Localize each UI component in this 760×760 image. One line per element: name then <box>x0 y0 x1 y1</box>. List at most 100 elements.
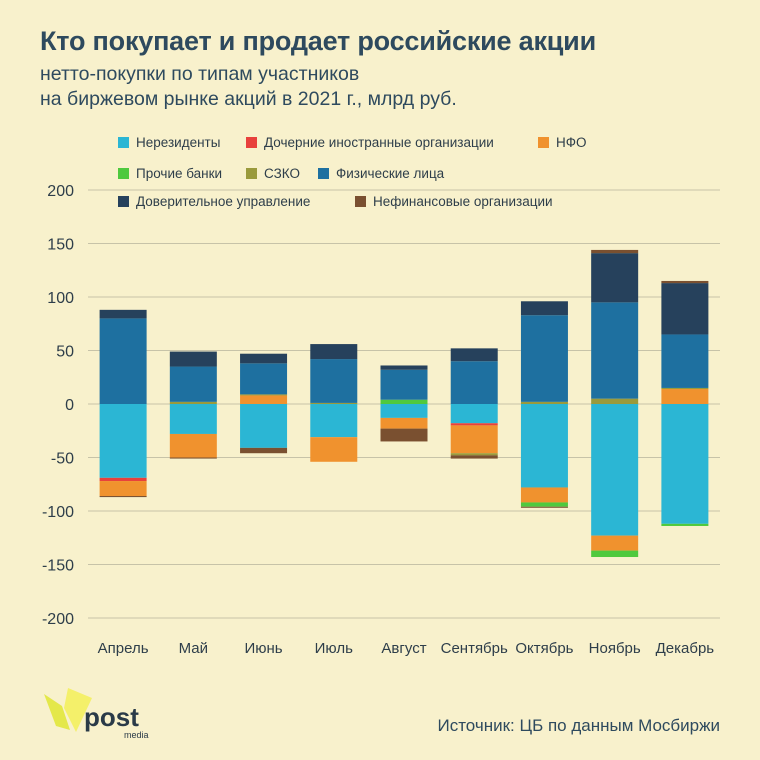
bar-segment <box>310 404 358 438</box>
bar-segment <box>240 404 288 448</box>
bar-segment <box>450 361 498 404</box>
bar-segment <box>450 423 498 426</box>
y-tick-label: 150 <box>47 237 74 254</box>
bar-segment <box>591 398 639 404</box>
bar-segment <box>99 477 147 482</box>
bar-segment <box>661 389 709 404</box>
bar-segment <box>661 334 709 388</box>
bar-segment <box>520 401 568 404</box>
bar-segment <box>380 399 428 404</box>
subtitle-line-2: на биржевом рынке акций в 2021 г., млрд … <box>40 88 457 110</box>
bar-segment <box>380 417 428 429</box>
y-tick-label: -150 <box>42 558 74 575</box>
bar-segment <box>450 404 498 424</box>
logo-shape-right <box>64 688 92 732</box>
bar-segment <box>310 402 358 404</box>
bar-segment <box>240 353 288 364</box>
legend-label: Физические лица <box>336 166 445 181</box>
bar-segment <box>380 404 428 418</box>
legend-label: Доверительное управление <box>136 194 310 209</box>
bar-segment <box>310 437 358 462</box>
y-tick-label: 200 <box>47 183 74 200</box>
legend-swatch <box>118 137 129 148</box>
bar-segment <box>661 283 709 335</box>
legend-label: Нерезиденты <box>136 135 220 150</box>
bar-segment <box>591 550 639 558</box>
legend-swatch <box>538 137 549 148</box>
bar-segment <box>591 302 639 399</box>
x-tick-label: Ноябрь <box>589 640 641 657</box>
bar-segment <box>520 301 568 316</box>
x-tick-label: Апрель <box>98 640 149 657</box>
bar-segment <box>380 369 428 400</box>
x-tick-label: Май <box>179 640 208 657</box>
bar-segment <box>99 318 147 404</box>
bar-segment <box>591 249 639 254</box>
legend-swatch <box>246 168 257 179</box>
logo-sub: media <box>124 730 149 740</box>
bar-segment <box>591 535 639 551</box>
legend-swatch <box>118 196 129 207</box>
x-tick-label: Сентябрь <box>441 640 508 657</box>
bar-segment <box>380 428 428 442</box>
bar-segment <box>450 348 498 362</box>
legend-label: НФО <box>556 135 587 150</box>
y-tick-label: -50 <box>51 451 74 468</box>
subtitle-line-1: нетто-покупки по типам участников <box>40 63 360 85</box>
bar-segment <box>240 363 288 395</box>
x-tick-label: Июнь <box>244 640 282 657</box>
bar-segment <box>520 502 568 507</box>
x-tick-label: Июль <box>315 640 353 657</box>
bar-segment <box>310 359 358 403</box>
bar-segment <box>661 387 709 390</box>
y-tick-label: -100 <box>42 504 74 521</box>
source-note: Источник: ЦБ по данным Мосбиржи <box>437 716 720 735</box>
legend-label: СЗКО <box>264 166 300 181</box>
legend-label: Дочерние иностранные организации <box>264 135 494 150</box>
bar-segment <box>310 344 358 360</box>
bar-segment <box>99 481 147 497</box>
bar-segment <box>520 404 568 488</box>
bar-segment <box>520 315 568 402</box>
bar-segment <box>169 401 217 404</box>
bar-segment <box>661 280 709 284</box>
y-tick-label: 0 <box>65 397 74 414</box>
x-tick-label: Декабрь <box>656 640 715 657</box>
postmedia-logo: post media <box>44 688 149 740</box>
bar-segment <box>240 447 288 454</box>
legend-swatch <box>318 168 329 179</box>
bar-segment <box>99 496 147 498</box>
bar-segment <box>169 351 217 367</box>
bar-segment <box>169 404 217 434</box>
legend-swatch <box>118 168 129 179</box>
y-tick-label: 100 <box>47 290 74 307</box>
chart-title: Кто покупает и продает российские акции <box>40 26 596 56</box>
legend-swatch <box>246 137 257 148</box>
bar-segment <box>450 425 498 454</box>
bar-segment <box>169 366 217 402</box>
bar-segment <box>661 523 709 526</box>
bar-segment <box>169 433 217 458</box>
bar-segment <box>240 395 288 404</box>
bar-segment <box>591 404 639 536</box>
bar-segment <box>99 404 147 478</box>
bar-segment <box>99 309 147 319</box>
logo-word: post <box>84 702 139 732</box>
logo-shape-left <box>44 694 70 730</box>
bar-segment <box>450 453 498 456</box>
y-tick-label: 50 <box>56 344 74 361</box>
x-tick-label: Август <box>381 640 426 657</box>
bar-segment <box>661 404 709 524</box>
x-tick-label: Октябрь <box>515 640 573 657</box>
legend-swatch <box>355 196 366 207</box>
legend-label: Нефинансовые организации <box>373 194 553 209</box>
bar-segment <box>450 455 498 459</box>
bar-segment <box>240 394 288 396</box>
legend-label: Прочие банки <box>136 166 222 181</box>
chart-subtitle: нетто-покупки по типам участников на бир… <box>40 62 457 112</box>
y-tick-label: -200 <box>42 611 74 628</box>
bar-segment <box>380 365 428 370</box>
bar-segment <box>520 487 568 503</box>
bar-segment <box>520 506 568 508</box>
